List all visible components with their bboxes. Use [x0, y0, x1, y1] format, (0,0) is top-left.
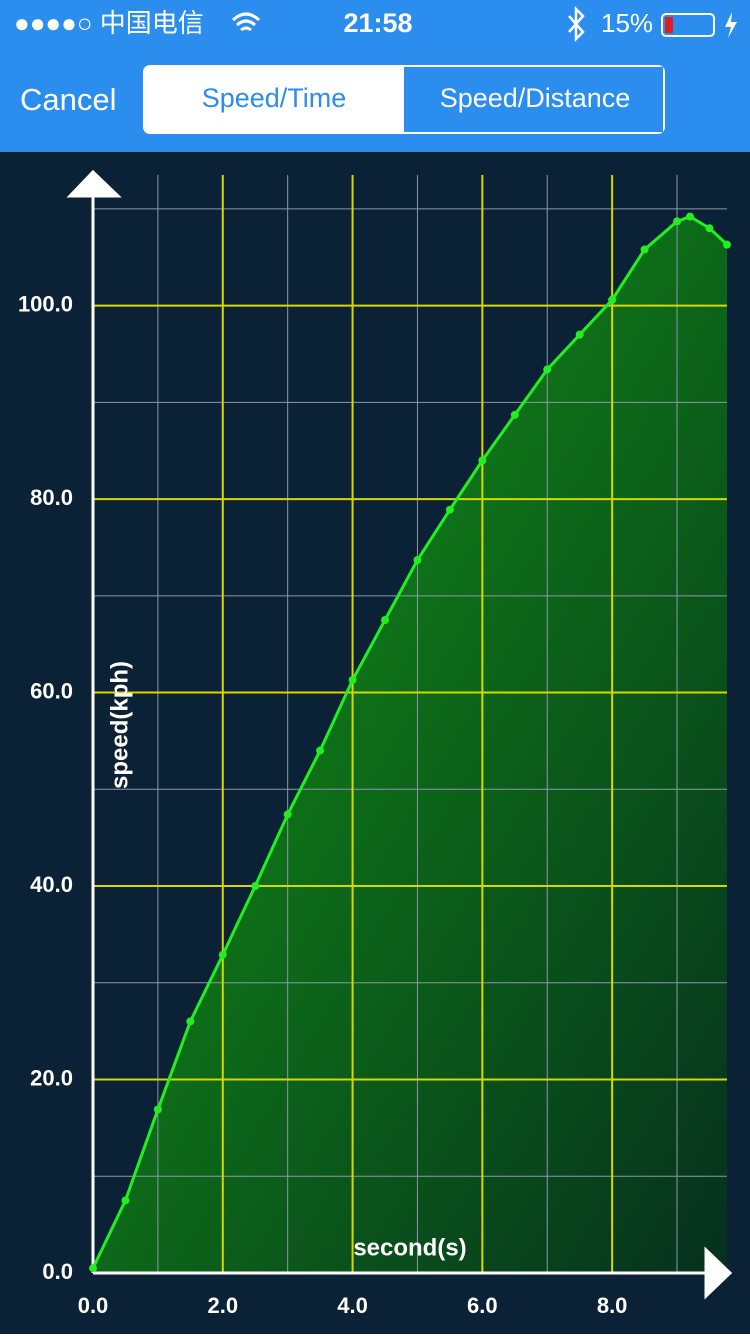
y-tick-label: 80.0 — [30, 485, 73, 510]
point — [218, 950, 227, 959]
point — [608, 295, 617, 304]
cancel-button[interactable]: Cancel — [20, 82, 117, 117]
y-axis-label: speed(kph) — [106, 661, 133, 789]
line — [91, 214, 729, 1269]
point — [413, 556, 422, 565]
y-tick-label: 100.0 — [18, 291, 73, 316]
y-axis — [66, 169, 122, 1273]
x-tick-label: 6.0 — [467, 1293, 498, 1318]
x-tick-label: 0.0 — [78, 1293, 109, 1318]
x-axis — [93, 1246, 733, 1300]
x-tick-label: 2.0 — [207, 1293, 238, 1318]
point — [640, 245, 649, 254]
point — [316, 746, 325, 755]
battery-level — [665, 17, 673, 33]
area — [93, 216, 727, 1273]
point — [89, 1264, 97, 1273]
point — [381, 616, 390, 625]
point — [445, 505, 454, 514]
point — [510, 410, 519, 419]
wifi-icon — [231, 12, 261, 32]
charging-icon — [725, 12, 737, 38]
y-tick-label: 40.0 — [30, 872, 73, 897]
point — [283, 810, 292, 819]
point — [478, 456, 487, 465]
point — [543, 365, 552, 374]
segment[interactable]: Speed/Distance — [440, 83, 631, 113]
y-tick-label: 0.0 — [42, 1259, 73, 1284]
x-tick-label: 8.0 — [597, 1293, 628, 1318]
time: 21:58 — [343, 8, 412, 38]
y-tick-label: 60.0 — [30, 678, 73, 703]
point — [705, 224, 714, 233]
point — [723, 240, 731, 249]
battery-icon — [661, 13, 715, 37]
bluetooth-icon — [568, 5, 585, 43]
segment-selected — [404, 67, 663, 132]
point — [153, 1105, 162, 1114]
x-axis-label: second(s) — [353, 1234, 466, 1261]
x-tick-label: 4.0 — [337, 1293, 368, 1318]
y-tick-label: 20.0 — [30, 1065, 73, 1090]
carrier: ●●●●○ 中国电信 — [14, 8, 204, 38]
point — [186, 1017, 195, 1026]
point — [348, 675, 357, 684]
point — [121, 1196, 130, 1205]
point — [673, 217, 682, 226]
battery-text: 15% — [601, 8, 653, 38]
segment[interactable]: Speed/Time — [202, 83, 347, 113]
point — [251, 882, 260, 891]
point — [575, 330, 584, 339]
point — [686, 212, 695, 221]
